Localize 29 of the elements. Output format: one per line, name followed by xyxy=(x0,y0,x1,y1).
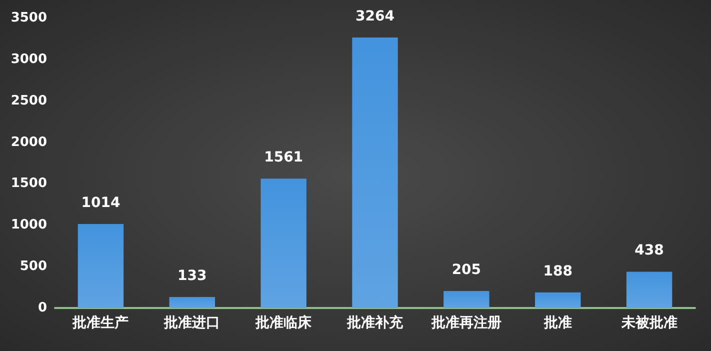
data-label: 438 xyxy=(634,242,664,259)
y-tick-label: 3500 xyxy=(10,10,47,26)
bar xyxy=(78,224,124,308)
data-label: 3264 xyxy=(356,8,395,25)
bar xyxy=(169,296,215,308)
x-tick-label: 批准临床 xyxy=(254,314,313,331)
bar xyxy=(626,272,672,308)
y-tick-label: 3000 xyxy=(10,52,47,67)
y-tick-label: 500 xyxy=(20,259,47,274)
data-label: 188 xyxy=(543,263,572,280)
y-tick-label: 2500 xyxy=(10,93,47,108)
data-label: 1561 xyxy=(264,150,304,166)
y-tick-label: 1000 xyxy=(10,218,47,233)
x-tick-label: 批准补充 xyxy=(346,314,404,331)
x-tick-label: 批准 xyxy=(542,315,572,331)
data-label: 1014 xyxy=(81,194,120,211)
bar xyxy=(444,291,490,308)
data-label: 205 xyxy=(452,262,482,278)
bar xyxy=(352,38,398,308)
x-tick-label: 未被批准 xyxy=(620,314,678,331)
x-tick-label: 批准再注册 xyxy=(430,314,502,331)
data-label: 133 xyxy=(178,268,207,284)
y-tick-label: 1500 xyxy=(10,176,47,192)
y-tick-label: 0 xyxy=(38,300,47,316)
y-tick-label: 2000 xyxy=(10,134,47,150)
bar xyxy=(260,178,306,308)
x-tick-label: 批准生产 xyxy=(72,314,129,331)
x-tick-label: 批准进口 xyxy=(163,315,220,331)
bar xyxy=(535,292,581,308)
